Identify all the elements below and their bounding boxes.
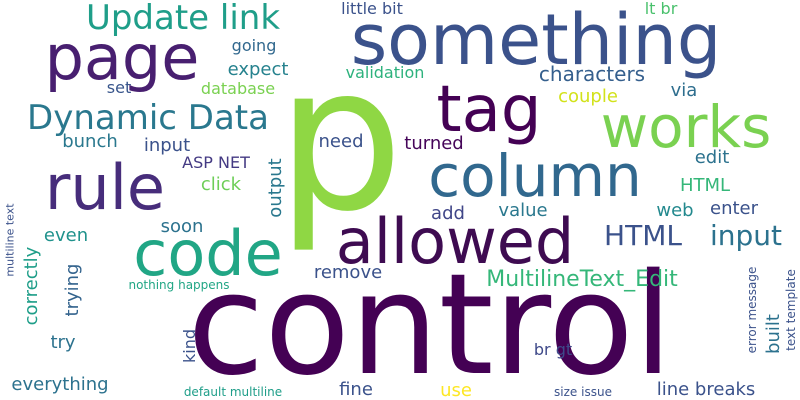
word-br-gt: br gt (533, 340, 573, 359)
word-validation: validation (345, 63, 425, 82)
word-multiline-text: multiline text (3, 203, 17, 277)
word-everything: everything (11, 374, 109, 395)
word-couple: couple (558, 86, 618, 107)
word-enter: enter (709, 198, 759, 219)
word-fine: fine (339, 379, 373, 400)
word-line-breaks: line breaks (656, 379, 756, 400)
word-built: built (763, 314, 784, 354)
word-lt-br: lt br (644, 0, 678, 18)
word-value: value (498, 200, 548, 221)
word-something: something (350, 0, 722, 81)
word-use: use (440, 380, 472, 400)
word-expect: expect (227, 59, 289, 80)
word-characters: characters (538, 62, 646, 86)
word-database: database (200, 79, 276, 98)
word-web: web (656, 200, 694, 221)
word-output: output (265, 158, 286, 218)
word-dynamic-data: Dynamic Data (27, 98, 269, 138)
word-bunch: bunch (62, 131, 118, 152)
word-tag: tag (436, 73, 542, 147)
word-little-bit: little bit (341, 0, 403, 18)
word-trying: trying (62, 263, 83, 317)
word-update-link: Update link (85, 0, 281, 38)
word-html-large: HTML (604, 219, 682, 252)
word-correctly: correctly (21, 246, 42, 326)
word-html-small: HTML (679, 175, 731, 196)
word-soon: soon (160, 216, 204, 237)
word-text-template: text template (784, 269, 798, 351)
word-turned: turned (404, 133, 464, 154)
word-multilinetext-edit: MultilineText_Edit (486, 267, 678, 292)
word-input-large: input (709, 219, 783, 252)
word-allowed: allowed (335, 205, 575, 278)
word-code: code (133, 217, 283, 290)
word-works: works (600, 93, 772, 161)
word-remove: remove (313, 262, 383, 283)
word-column: column (428, 142, 642, 210)
word-input-small: input (143, 135, 191, 156)
word-kind: kind (180, 328, 199, 364)
word-set: set (106, 78, 132, 97)
word-even: even (43, 225, 89, 246)
word-page: page (44, 21, 200, 94)
word-error-message: error message (745, 266, 759, 354)
word-p: p (276, 23, 404, 256)
word-default-multiline: default multiline (183, 385, 283, 399)
word-control: control (187, 244, 673, 400)
word-add: add (431, 203, 465, 224)
word-via: via (670, 80, 698, 101)
word-size-issue: size issue (554, 385, 612, 399)
word-asp-net: ASP NET (182, 153, 250, 172)
word-click: click (200, 174, 242, 195)
word-rule: rule (44, 151, 166, 224)
word-edit: edit (694, 147, 730, 168)
word-need: need (318, 131, 364, 152)
word-try: try (50, 332, 76, 353)
word-nothing-happens: nothing happens (128, 278, 230, 292)
word-going: going (231, 36, 277, 55)
